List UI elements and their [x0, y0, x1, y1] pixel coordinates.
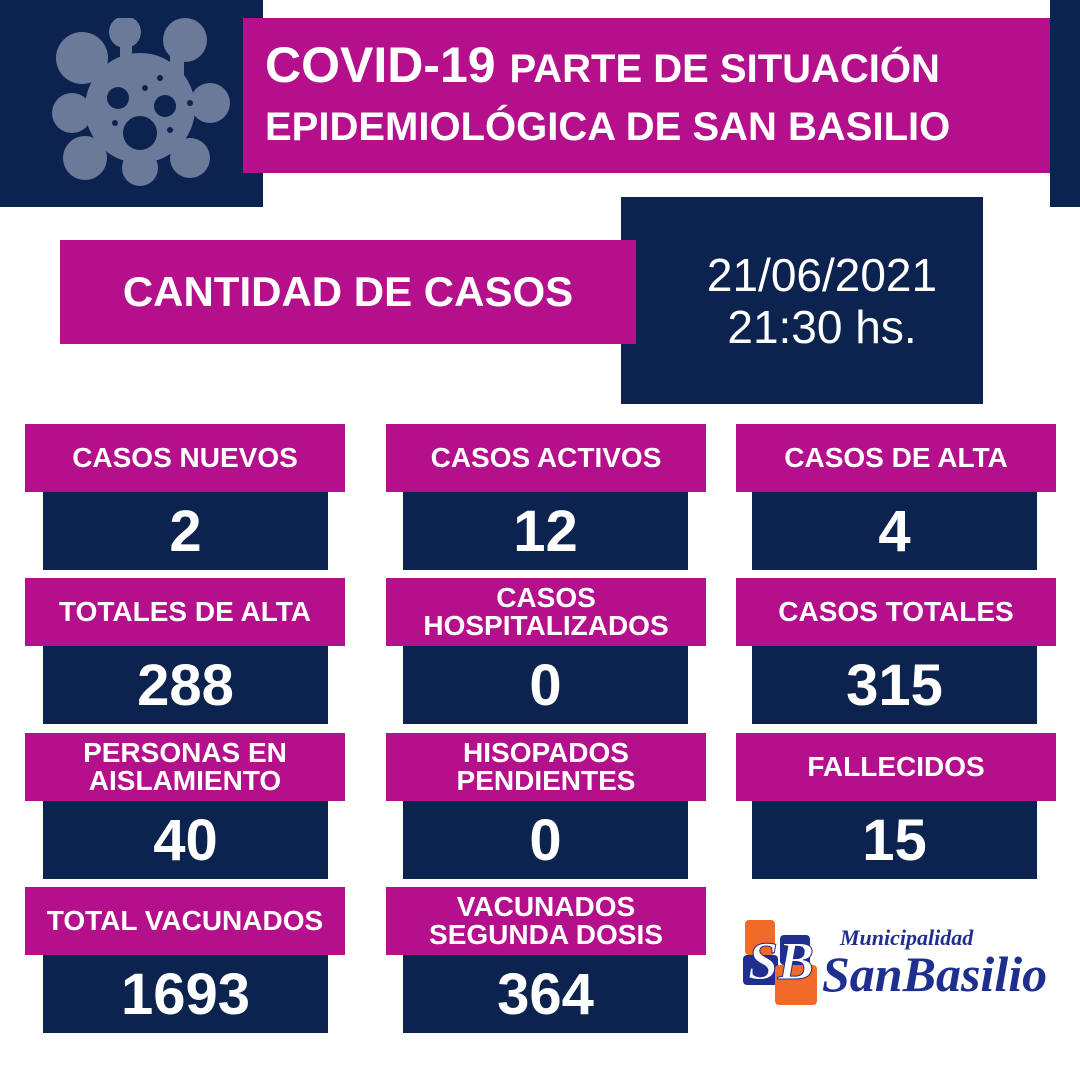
- stat-label: PERSONAS EN AISLAMIENTO: [25, 733, 345, 801]
- stat-value: 0: [403, 801, 688, 879]
- stat-label: HISOPADOS PENDIENTES: [386, 733, 706, 801]
- stat-value: 364: [403, 955, 688, 1033]
- page-title: COVID-19 PARTE DE SITUACIÓN EPIDEMIOLÓGI…: [243, 18, 1050, 173]
- title-main: COVID-19: [265, 37, 496, 93]
- title-rest: PARTE DE SITUACIÓN: [509, 47, 940, 91]
- stat-value: 1693: [43, 955, 328, 1033]
- header-right-strip: [1050, 0, 1080, 207]
- stat-label: CASOS ACTIVOS: [386, 424, 706, 492]
- stat-label: CASOS NUEVOS: [25, 424, 345, 492]
- stat-value: 315: [752, 646, 1037, 724]
- stat-label: CASOS DE ALTA: [736, 424, 1056, 492]
- stat-label: TOTAL VACUNADOS: [25, 887, 345, 955]
- section-label: CANTIDAD DE CASOS: [60, 240, 636, 344]
- stat-label: CASOS TOTALES: [736, 578, 1056, 646]
- stat-label: FALLECIDOS: [736, 733, 1056, 801]
- stat-value: 4: [752, 492, 1037, 570]
- stat-label: TOTALES DE ALTA: [25, 578, 345, 646]
- stat-value: 40: [43, 801, 328, 879]
- stat-value: 0: [403, 646, 688, 724]
- title-line2: EPIDEMIOLÓGICA DE SAN BASILIO: [265, 105, 951, 149]
- stat-value: 15: [752, 801, 1037, 879]
- virus-icon: [52, 18, 230, 186]
- stat-value: 288: [43, 646, 328, 724]
- report-date: 21/06/2021: [706, 248, 938, 301]
- municipality-logo: SB Municipalidad SanBasilio: [740, 915, 1060, 1015]
- stat-value: 2: [43, 492, 328, 570]
- logo-monogram: SB: [747, 931, 815, 992]
- report-datetime: 21/06/2021 21:30 hs.: [621, 197, 983, 404]
- logo-line1: Municipalidad: [840, 925, 974, 950]
- stat-label: VACUNADOS SEGUNDA DOSIS: [386, 887, 706, 955]
- header-left-block: [0, 0, 263, 207]
- stat-value: 12: [403, 492, 688, 570]
- report-time: 21:30 hs.: [727, 300, 917, 353]
- logo-line2: SanBasilio: [822, 946, 1048, 1002]
- stat-label: CASOS HOSPITALIZADOS: [386, 578, 706, 646]
